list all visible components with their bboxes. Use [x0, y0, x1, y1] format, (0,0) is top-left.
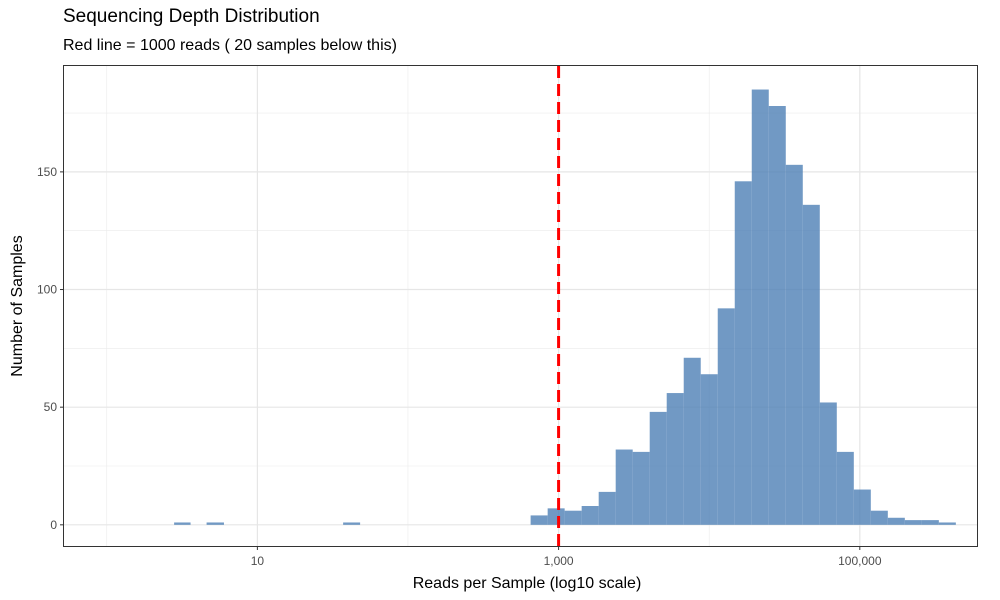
histogram-bar [649, 411, 667, 525]
histogram-bar [174, 522, 191, 525]
y-tick-label: 150 [37, 165, 57, 179]
histogram-bar [530, 515, 548, 525]
x-axis-title: Reads per Sample (log10 scale) [413, 575, 642, 592]
histogram-bar [598, 491, 616, 525]
histogram-bar [564, 510, 582, 525]
chart-title: Sequencing Depth Distribution [63, 6, 320, 27]
histogram-bar [785, 164, 803, 525]
y-axis-title: Number of Samples [9, 235, 26, 376]
x-tick-label: 100,000 [838, 554, 882, 568]
histogram-bar [632, 451, 650, 525]
histogram-bar [547, 508, 565, 525]
histogram-bar [938, 522, 956, 525]
histogram-bar [206, 522, 224, 525]
y-tick-label: 50 [44, 400, 58, 414]
x-axis-ticks: 10 1,000 100,000 [251, 546, 882, 568]
x-tick-label: 1,000 [544, 554, 574, 568]
histogram-bar [904, 520, 922, 525]
y-axis-ticks: 0 50 100 150 [37, 165, 64, 532]
histogram-bar [666, 393, 684, 525]
histogram-bar [853, 489, 871, 525]
histogram-bar [768, 106, 786, 525]
histogram-bar [717, 308, 735, 525]
histogram-bar [700, 374, 718, 525]
histogram-bar [836, 451, 854, 525]
histogram-bar [802, 204, 820, 525]
chart-subtitle: Red line = 1000 reads ( 20 samples below… [63, 37, 397, 54]
histogram-bar [343, 522, 361, 525]
histogram-bar [921, 520, 939, 525]
histogram-bar [819, 402, 837, 525]
histogram-bar [683, 357, 701, 525]
histogram-bar [751, 89, 769, 525]
histogram-bar [581, 506, 599, 525]
y-tick-label: 0 [50, 518, 57, 532]
histogram-bar [887, 517, 905, 525]
histogram-bar [734, 181, 752, 525]
histogram-bar [615, 449, 633, 525]
histogram-bar [870, 510, 888, 525]
histogram-bars [174, 89, 956, 525]
y-tick-label: 100 [37, 283, 57, 297]
plot-panel-border [63, 65, 978, 547]
x-tick-label: 10 [251, 554, 265, 568]
